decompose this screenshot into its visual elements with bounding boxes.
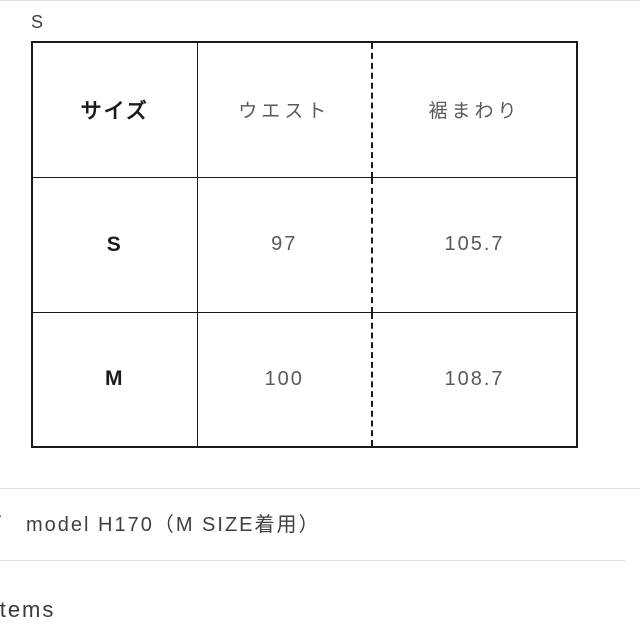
header-waist: ウエスト [238, 101, 330, 122]
selected-size-label: S [31, 12, 44, 33]
table-row: M 100 108.7 [32, 312, 577, 447]
row-hem-value: 105.7 [444, 233, 504, 255]
model-caption: ズ model H170（M SIZE着用） [0, 508, 321, 537]
table-row: S 97 105.7 [32, 177, 577, 312]
table-header-row: サイズ ウエスト 裾まわり [32, 42, 577, 177]
row-hem-value: 108.7 [444, 368, 504, 390]
divider-mid [0, 488, 640, 489]
divider-top [0, 0, 640, 1]
divider-lower [0, 560, 625, 561]
page: S サイズ ウエスト 裾まわり S 97 105.7 [0, 0, 640, 640]
section-title: ded items [0, 597, 55, 623]
row-size-label: M [105, 367, 125, 390]
row-waist-value: 100 [265, 368, 304, 390]
header-size: サイズ [81, 100, 149, 123]
header-hem: 裾まわり [428, 101, 520, 122]
row-size-label: S [107, 233, 123, 256]
size-table: サイズ ウエスト 裾まわり S 97 105.7 M [31, 41, 578, 448]
row-waist-value: 97 [271, 233, 297, 255]
